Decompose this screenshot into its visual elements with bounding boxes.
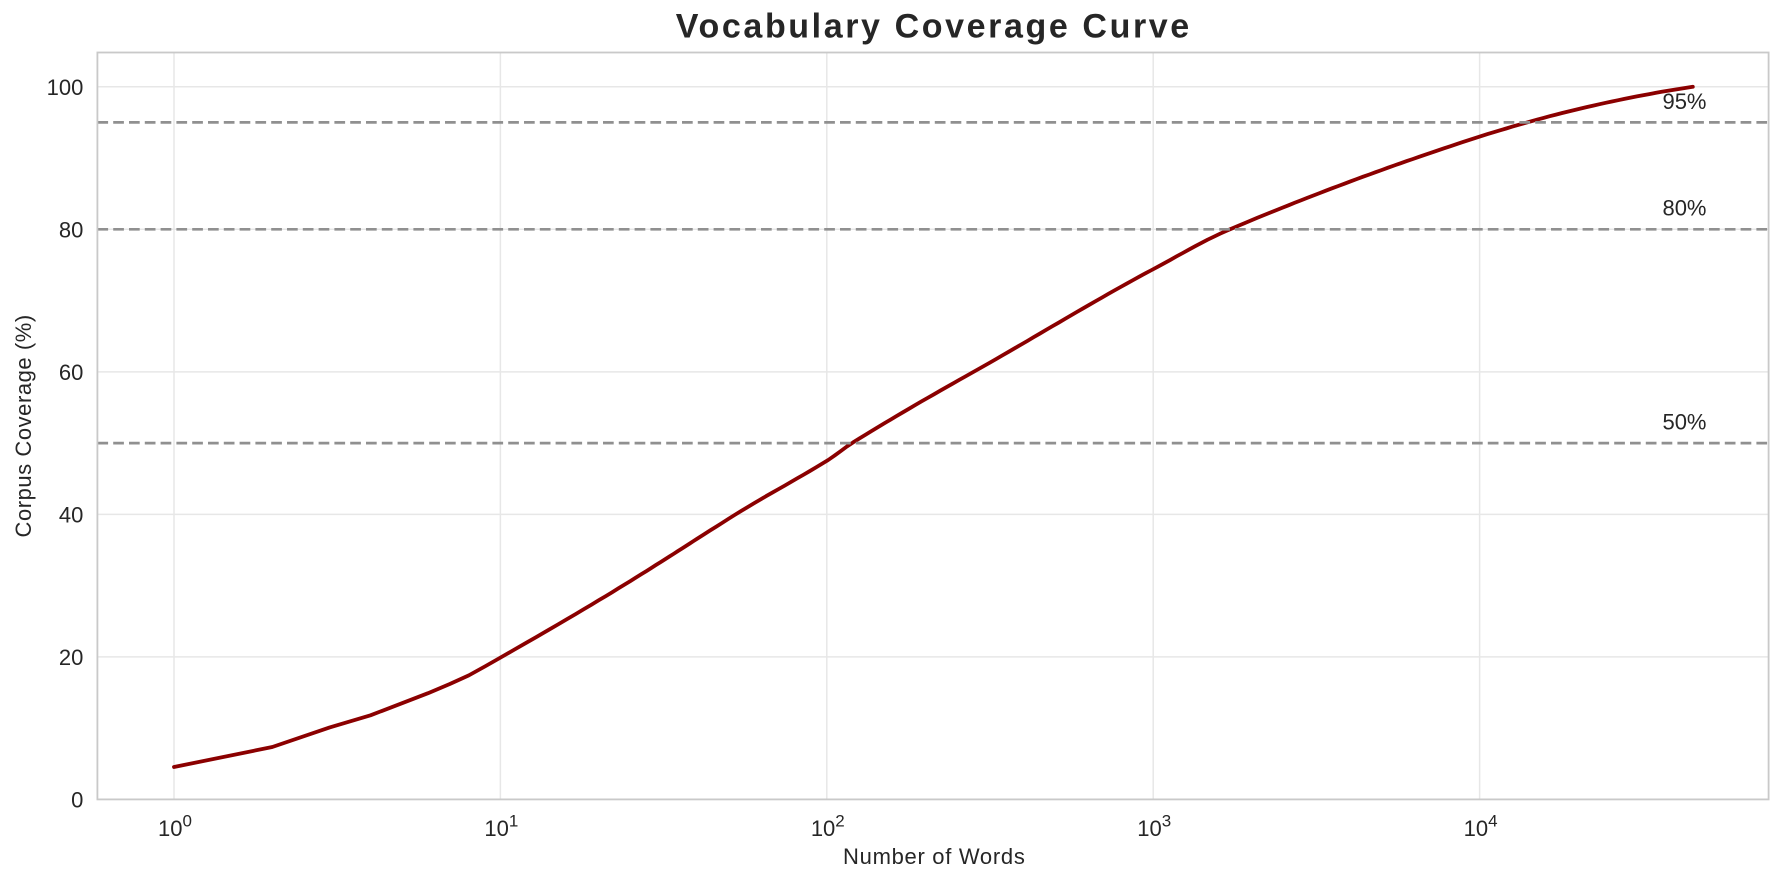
- svg-text:20: 20: [59, 645, 83, 670]
- svg-text:104: 104: [1464, 811, 1498, 841]
- svg-text:40: 40: [59, 502, 83, 527]
- svg-text:80: 80: [59, 217, 83, 242]
- svg-text:100: 100: [158, 811, 192, 841]
- svg-text:60: 60: [59, 360, 83, 385]
- svg-text:101: 101: [484, 811, 518, 841]
- svg-text:95%: 95%: [1662, 89, 1706, 114]
- svg-text:80%: 80%: [1662, 195, 1706, 220]
- svg-text:0: 0: [71, 787, 83, 812]
- svg-text:Corpus Coverage (%): Corpus Coverage (%): [11, 314, 36, 537]
- svg-text:102: 102: [811, 811, 845, 841]
- svg-text:50%: 50%: [1662, 409, 1706, 434]
- svg-text:100: 100: [47, 75, 84, 100]
- svg-text:103: 103: [1137, 811, 1171, 841]
- svg-text:Number of Words: Number of Words: [843, 844, 1025, 869]
- svg-text:Vocabulary Coverage Curve: Vocabulary Coverage Curve: [676, 7, 1192, 45]
